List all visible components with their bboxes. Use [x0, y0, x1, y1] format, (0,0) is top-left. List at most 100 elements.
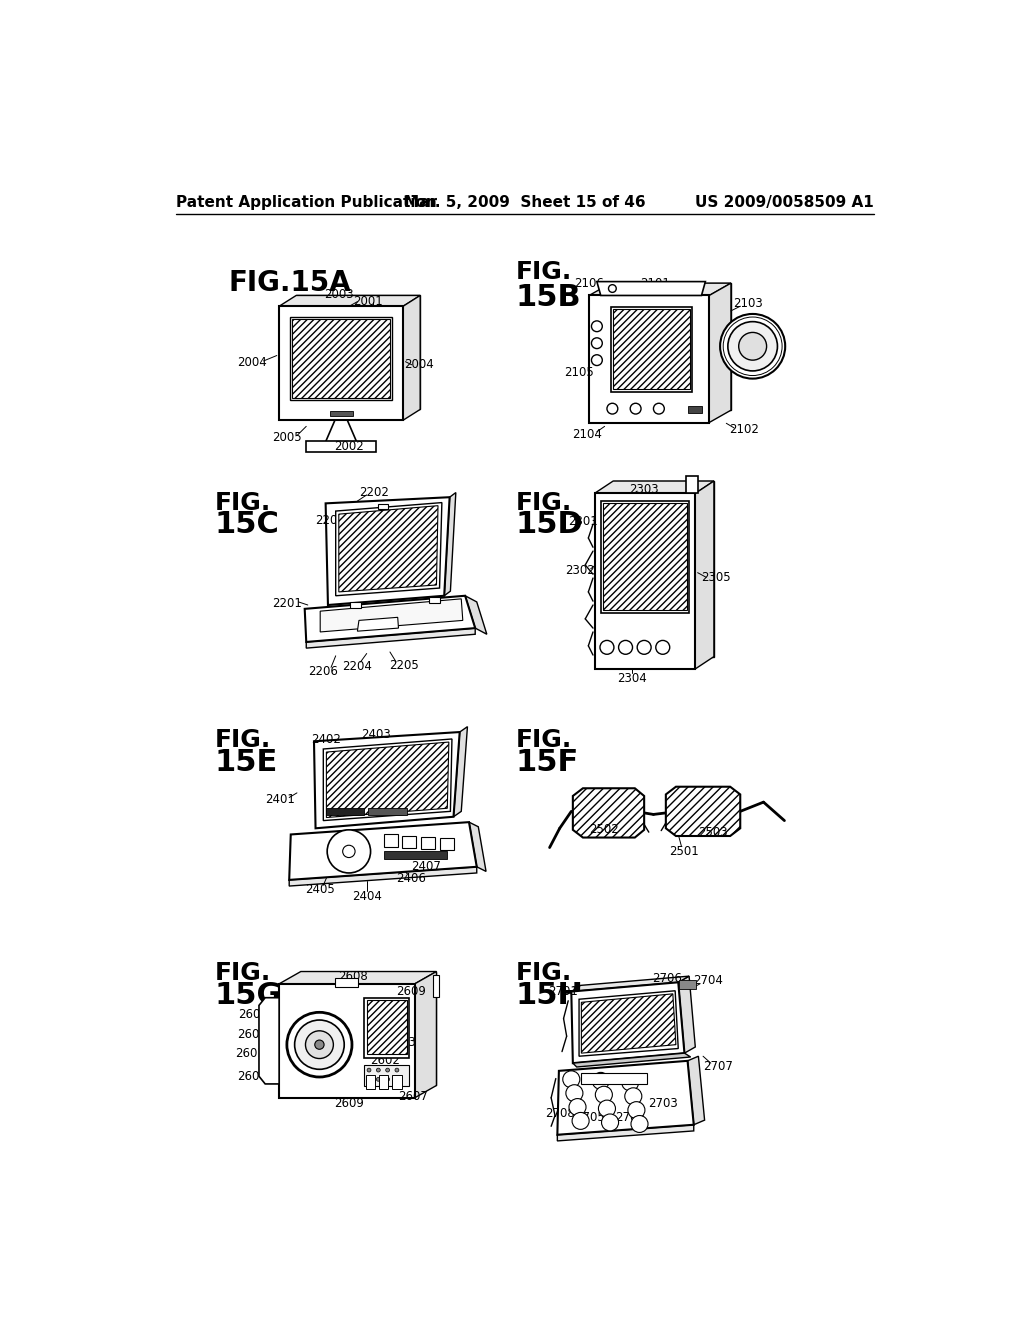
Text: FIG.: FIG.: [515, 961, 571, 985]
Text: 2502: 2502: [589, 824, 618, 837]
Circle shape: [305, 1031, 334, 1059]
Bar: [603, 503, 687, 610]
Polygon shape: [280, 296, 420, 306]
Bar: [589, 296, 710, 422]
Bar: [365, 1065, 410, 1086]
Circle shape: [314, 1040, 324, 1049]
Circle shape: [622, 1074, 639, 1090]
Circle shape: [386, 1068, 389, 1072]
Text: 2303: 2303: [630, 483, 659, 496]
Circle shape: [655, 640, 670, 655]
Text: 2606: 2606: [239, 1008, 268, 1022]
Polygon shape: [415, 972, 436, 1098]
Circle shape: [395, 1077, 399, 1081]
Text: 2103: 2103: [733, 297, 763, 310]
Circle shape: [367, 1077, 371, 1081]
Bar: [384, 834, 397, 847]
Text: 2407: 2407: [412, 861, 441, 874]
Text: 2302: 2302: [565, 564, 595, 577]
Text: 2005: 2005: [272, 432, 302, 445]
Circle shape: [631, 1115, 648, 1133]
Polygon shape: [572, 788, 644, 837]
Bar: [280, 306, 403, 420]
Text: FIG.: FIG.: [215, 961, 271, 985]
Circle shape: [377, 1068, 380, 1072]
Text: 15G: 15G: [215, 981, 283, 1010]
Polygon shape: [582, 994, 676, 1053]
Bar: [365, 998, 410, 1057]
Bar: [290, 317, 392, 400]
Circle shape: [367, 1068, 371, 1072]
Polygon shape: [469, 822, 486, 871]
Circle shape: [592, 338, 602, 348]
Text: FIG.: FIG.: [515, 491, 571, 515]
Polygon shape: [613, 480, 714, 656]
Text: 2705: 2705: [575, 1111, 605, 1125]
Text: 15E: 15E: [215, 747, 279, 776]
Polygon shape: [314, 733, 460, 829]
Text: FIG.15A: FIG.15A: [228, 269, 351, 297]
Text: 2703: 2703: [648, 1097, 678, 1110]
Text: 2004: 2004: [238, 356, 267, 370]
Bar: [384, 851, 447, 859]
Text: 2601: 2601: [236, 1047, 265, 1060]
Circle shape: [653, 404, 665, 414]
Text: 2204: 2204: [342, 660, 373, 673]
Polygon shape: [666, 787, 740, 836]
Polygon shape: [326, 498, 450, 605]
Text: 2603: 2603: [386, 1036, 416, 1049]
Polygon shape: [306, 628, 475, 648]
Polygon shape: [324, 739, 452, 821]
Polygon shape: [678, 977, 695, 1053]
Polygon shape: [336, 503, 442, 595]
Text: 2404: 2404: [352, 890, 382, 903]
Polygon shape: [289, 867, 477, 886]
Text: 2607: 2607: [398, 1090, 428, 1102]
Text: 2609: 2609: [334, 1097, 364, 1110]
Bar: [369, 808, 407, 816]
Circle shape: [595, 1086, 612, 1104]
Circle shape: [618, 640, 633, 655]
Polygon shape: [301, 972, 436, 1085]
Text: 2106: 2106: [574, 277, 604, 289]
Circle shape: [720, 314, 785, 379]
Text: 2001: 2001: [353, 296, 383, 308]
Text: 2104: 2104: [571, 428, 602, 441]
Bar: [367, 1001, 407, 1053]
Polygon shape: [579, 991, 678, 1056]
Polygon shape: [611, 284, 731, 411]
Bar: [679, 979, 696, 989]
Text: 2604: 2604: [238, 1069, 267, 1082]
Bar: [366, 1074, 375, 1089]
Bar: [611, 308, 692, 392]
Text: FIG.: FIG.: [515, 727, 571, 752]
Circle shape: [592, 1072, 609, 1089]
Polygon shape: [289, 822, 477, 880]
Polygon shape: [296, 296, 420, 409]
Circle shape: [287, 1012, 352, 1077]
Circle shape: [592, 355, 602, 366]
Text: 2202: 2202: [359, 486, 389, 499]
Polygon shape: [597, 281, 706, 296]
Bar: [432, 975, 438, 997]
Polygon shape: [687, 1056, 705, 1125]
Text: 2105: 2105: [564, 366, 594, 379]
Text: 2608: 2608: [338, 970, 368, 982]
Circle shape: [628, 1102, 645, 1118]
Text: FIG.: FIG.: [215, 727, 271, 752]
Text: 2003: 2003: [324, 288, 353, 301]
Circle shape: [608, 285, 616, 293]
Text: 2602: 2602: [371, 1055, 400, 1068]
Text: 2609: 2609: [396, 985, 426, 998]
Circle shape: [295, 1020, 344, 1069]
Circle shape: [630, 404, 641, 414]
Bar: [349, 602, 360, 609]
Circle shape: [598, 1100, 615, 1117]
Text: 2702: 2702: [615, 1110, 645, 1123]
Bar: [429, 597, 439, 603]
Text: 2206: 2206: [308, 665, 338, 677]
Text: 2405: 2405: [305, 883, 335, 896]
Circle shape: [592, 321, 602, 331]
Text: 2002: 2002: [334, 440, 364, 453]
Circle shape: [637, 640, 651, 655]
